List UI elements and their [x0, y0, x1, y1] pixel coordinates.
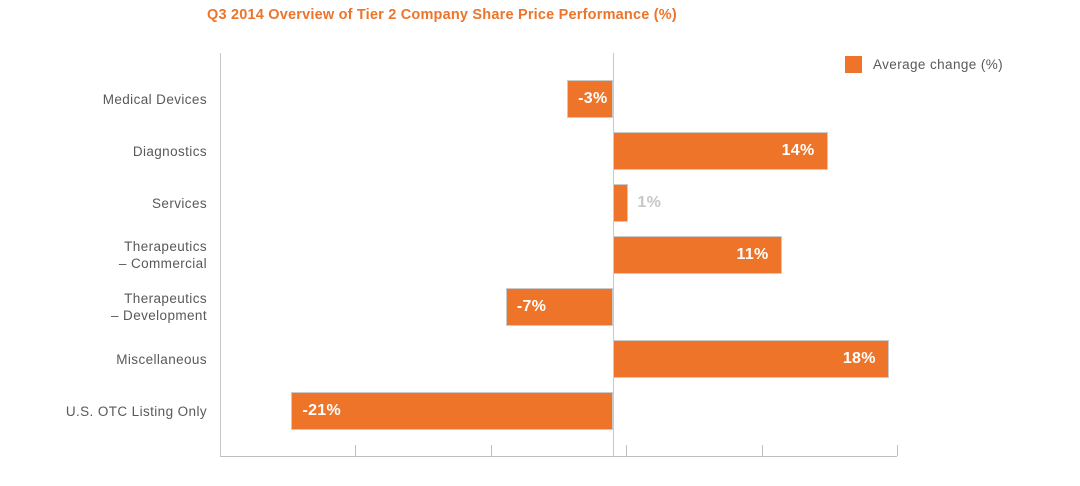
- chart-title: Q3 2014 Overview of Tier 2 Company Share…: [207, 7, 677, 23]
- category-label: Medical Devices: [0, 80, 207, 118]
- category-label-line: Medical Devices: [102, 91, 207, 107]
- bar-therapeutics-development: -7%: [505, 288, 614, 326]
- bar-value-label: -3%: [578, 90, 608, 107]
- bar-value-label: 18%: [842, 350, 876, 367]
- bar-value-label: -7%: [516, 298, 547, 315]
- bar-value-label: 11%: [736, 246, 769, 263]
- category-label-line: Therapeutics: [124, 291, 207, 306]
- x-axis-tick: [626, 445, 628, 456]
- bar-row: 11%: [221, 236, 897, 274]
- bar-medical-devices: -3%: [567, 80, 614, 118]
- bar-therapeutics-commercial: 11%: [613, 236, 782, 274]
- x-axis-tick: [761, 445, 763, 456]
- category-label-line: U.S. OTC Listing Only: [65, 403, 207, 419]
- plot-area: -3% 14% 1% 11% -7% 18% -21%: [220, 53, 898, 457]
- bar-row: 1%: [221, 184, 897, 222]
- category-label-line: – Development: [110, 308, 207, 323]
- legend-swatch-orange-square-icon: [845, 56, 862, 73]
- bar-u-s-otc-listing-only: -21%: [291, 392, 614, 430]
- bar-row: -3%: [221, 80, 897, 118]
- bar-value-label: -21%: [302, 402, 342, 419]
- bar-row: 14%: [221, 132, 897, 170]
- bar-value-label: 1%: [637, 194, 662, 211]
- bar-services: [613, 184, 629, 222]
- category-label-line: Miscellaneous: [116, 351, 207, 367]
- bar-row: 18%: [221, 340, 897, 378]
- bar-diagnostics: 14%: [613, 132, 828, 170]
- x-axis-tick: [490, 445, 492, 456]
- bar-row: -7%: [221, 288, 897, 326]
- legend: Average change (%): [845, 55, 1003, 74]
- legend-label: Average change (%): [873, 57, 1004, 72]
- x-axis-tick: [897, 445, 898, 456]
- category-label: U.S. OTC Listing Only: [0, 392, 207, 430]
- category-label: Therapeutics – Commercial: [0, 236, 207, 274]
- category-label-line: Services: [152, 195, 207, 211]
- category-label: Therapeutics – Development: [0, 288, 207, 326]
- bar-value-label: 14%: [781, 142, 815, 159]
- bar-row: -21%: [221, 392, 897, 430]
- category-label-line: Therapeutics: [124, 239, 207, 254]
- category-label: Diagnostics: [0, 132, 207, 170]
- x-axis-tick: [355, 445, 357, 456]
- category-label-line: Diagnostics: [132, 143, 207, 159]
- category-axis-labels: Medical Devices Diagnostics Services Therap…: [0, 53, 207, 457]
- category-label: Miscellaneous: [0, 340, 207, 378]
- bar-miscellaneous: 18%: [613, 340, 889, 378]
- category-label: Services: [0, 184, 207, 222]
- category-label-line: – Commercial: [118, 256, 207, 271]
